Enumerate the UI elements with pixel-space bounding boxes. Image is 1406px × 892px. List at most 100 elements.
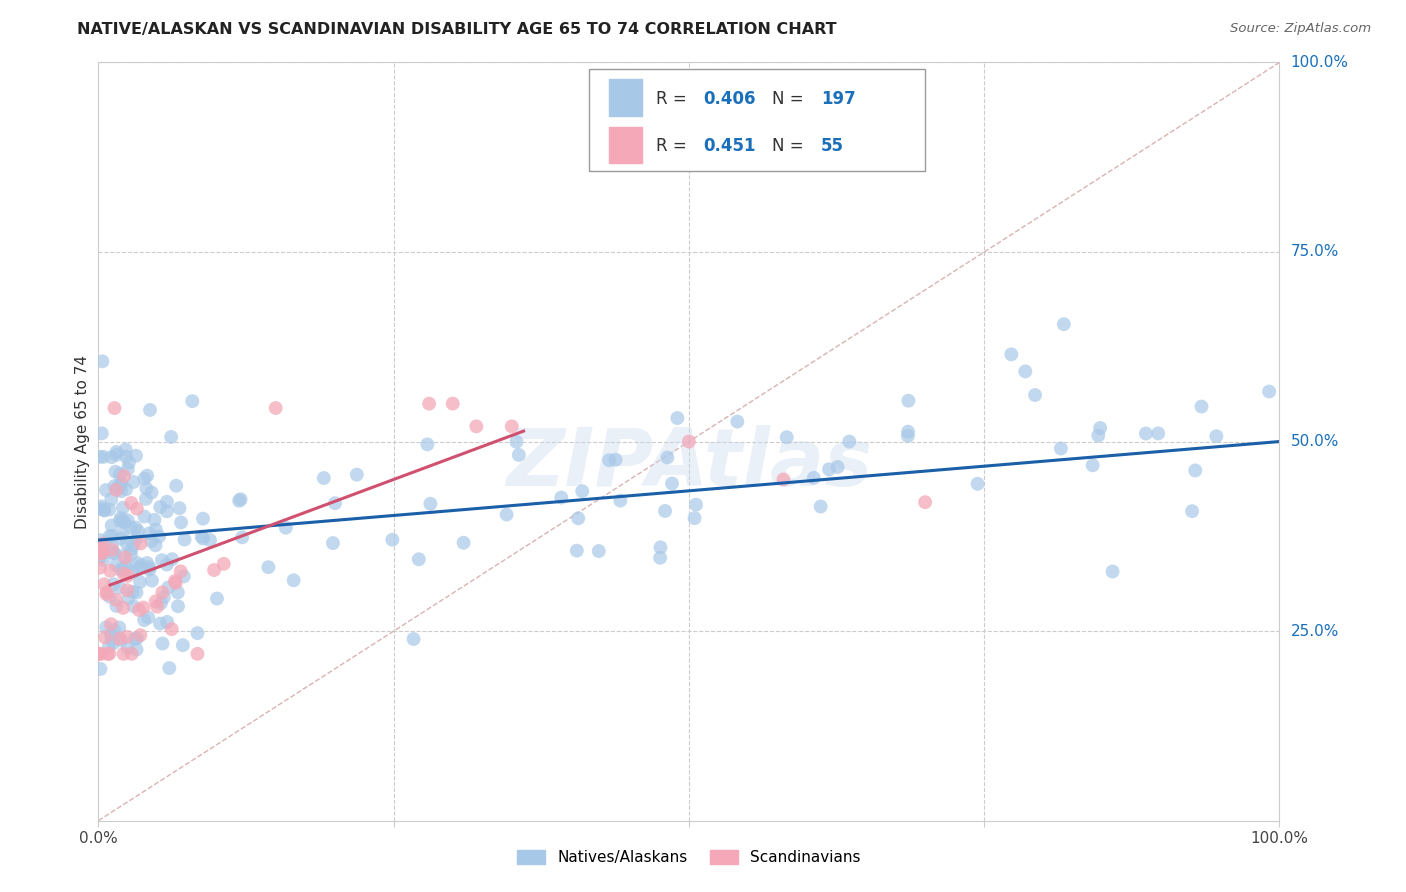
Natives/Alaskans bbox=[110, 563, 132, 577]
Scandinavians bbox=[772, 473, 794, 487]
Natives/Alaskans bbox=[508, 448, 530, 462]
Text: Source: ZipAtlas.com: Source: ZipAtlas.com bbox=[1230, 22, 1371, 36]
Natives/Alaskans bbox=[609, 493, 631, 508]
Natives/Alaskans bbox=[1000, 347, 1022, 361]
Natives/Alaskans bbox=[1050, 442, 1073, 456]
Natives/Alaskans bbox=[94, 483, 117, 497]
Natives/Alaskans bbox=[138, 563, 160, 577]
Natives/Alaskans bbox=[117, 591, 139, 606]
Scandinavians bbox=[103, 401, 125, 415]
Natives/Alaskans bbox=[810, 500, 832, 514]
Natives/Alaskans bbox=[89, 450, 111, 464]
Scandinavians bbox=[501, 419, 523, 434]
Natives/Alaskans bbox=[103, 479, 125, 493]
Natives/Alaskans bbox=[145, 538, 167, 552]
Natives/Alaskans bbox=[105, 599, 128, 613]
Text: 100.0%: 100.0% bbox=[1291, 55, 1348, 70]
Natives/Alaskans bbox=[966, 476, 988, 491]
Natives/Alaskans bbox=[114, 559, 136, 574]
Text: NATIVE/ALASKAN VS SCANDINAVIAN DISABILITY AGE 65 TO 74 CORRELATION CHART: NATIVE/ALASKAN VS SCANDINAVIAN DISABILIT… bbox=[77, 22, 837, 37]
Natives/Alaskans bbox=[91, 354, 114, 368]
Scandinavians bbox=[117, 569, 139, 583]
Natives/Alaskans bbox=[105, 445, 128, 459]
Natives/Alaskans bbox=[120, 521, 142, 535]
Natives/Alaskans bbox=[122, 538, 145, 552]
Natives/Alaskans bbox=[115, 536, 138, 550]
Natives/Alaskans bbox=[416, 437, 439, 451]
Scandinavians bbox=[89, 541, 111, 556]
Natives/Alaskans bbox=[103, 624, 125, 638]
Natives/Alaskans bbox=[89, 662, 111, 676]
Scandinavians bbox=[914, 495, 936, 509]
Scandinavians bbox=[108, 632, 131, 646]
Scandinavians bbox=[96, 585, 118, 599]
Natives/Alaskans bbox=[198, 533, 221, 547]
Natives/Alaskans bbox=[897, 425, 920, 439]
Natives/Alaskans bbox=[650, 541, 672, 555]
Natives/Alaskans bbox=[108, 514, 131, 528]
Natives/Alaskans bbox=[605, 452, 627, 467]
Natives/Alaskans bbox=[160, 430, 183, 444]
Text: 0.451: 0.451 bbox=[703, 137, 755, 155]
Natives/Alaskans bbox=[104, 465, 127, 479]
Natives/Alaskans bbox=[135, 491, 157, 506]
Scandinavians bbox=[152, 585, 174, 599]
Natives/Alaskans bbox=[505, 434, 527, 449]
Scandinavians bbox=[114, 550, 136, 565]
Natives/Alaskans bbox=[108, 620, 131, 634]
Bar bbox=[609, 79, 641, 116]
Natives/Alaskans bbox=[1191, 400, 1213, 414]
Legend: Natives/Alaskans, Scandinavians: Natives/Alaskans, Scandinavians bbox=[513, 846, 865, 870]
Natives/Alaskans bbox=[156, 495, 179, 509]
Natives/Alaskans bbox=[101, 529, 124, 543]
Scandinavians bbox=[112, 566, 135, 581]
Text: 197: 197 bbox=[821, 90, 856, 108]
Natives/Alaskans bbox=[89, 550, 111, 565]
Natives/Alaskans bbox=[134, 613, 156, 627]
Natives/Alaskans bbox=[231, 530, 253, 544]
Natives/Alaskans bbox=[105, 481, 128, 495]
Natives/Alaskans bbox=[650, 550, 672, 565]
Natives/Alaskans bbox=[1053, 317, 1076, 331]
Natives/Alaskans bbox=[101, 632, 124, 646]
Scandinavians bbox=[115, 583, 138, 598]
Scandinavians bbox=[165, 575, 187, 590]
Natives/Alaskans bbox=[129, 575, 152, 590]
Scandinavians bbox=[112, 647, 135, 661]
Scandinavians bbox=[90, 647, 112, 661]
Natives/Alaskans bbox=[1087, 428, 1109, 442]
Natives/Alaskans bbox=[1135, 426, 1157, 441]
Natives/Alaskans bbox=[453, 535, 475, 549]
Natives/Alaskans bbox=[191, 511, 214, 525]
Text: R =: R = bbox=[655, 90, 692, 108]
Text: 50.0%: 50.0% bbox=[1291, 434, 1339, 449]
Scandinavians bbox=[418, 396, 440, 410]
Natives/Alaskans bbox=[170, 516, 193, 530]
Text: N =: N = bbox=[772, 90, 808, 108]
Natives/Alaskans bbox=[111, 514, 134, 528]
Natives/Alaskans bbox=[108, 581, 131, 595]
Natives/Alaskans bbox=[139, 403, 162, 417]
Natives/Alaskans bbox=[205, 591, 228, 606]
Natives/Alaskans bbox=[897, 429, 920, 443]
Scandinavians bbox=[97, 647, 120, 661]
Scandinavians bbox=[101, 542, 124, 557]
Natives/Alaskans bbox=[110, 632, 132, 647]
Text: 0.406: 0.406 bbox=[703, 90, 755, 108]
Natives/Alaskans bbox=[190, 530, 212, 544]
Natives/Alaskans bbox=[160, 552, 183, 566]
Scandinavians bbox=[94, 630, 117, 644]
Scandinavians bbox=[90, 546, 112, 560]
Natives/Alaskans bbox=[141, 485, 163, 500]
Natives/Alaskans bbox=[90, 500, 112, 514]
Y-axis label: Disability Age 65 to 74: Disability Age 65 to 74 bbox=[75, 354, 90, 529]
Natives/Alaskans bbox=[312, 471, 335, 485]
Scandinavians bbox=[87, 647, 110, 661]
Natives/Alaskans bbox=[166, 585, 188, 599]
Scandinavians bbox=[202, 563, 225, 577]
Scandinavians bbox=[678, 434, 700, 449]
Natives/Alaskans bbox=[685, 498, 707, 512]
Natives/Alaskans bbox=[138, 526, 160, 541]
Natives/Alaskans bbox=[156, 504, 179, 518]
Natives/Alaskans bbox=[654, 504, 676, 518]
